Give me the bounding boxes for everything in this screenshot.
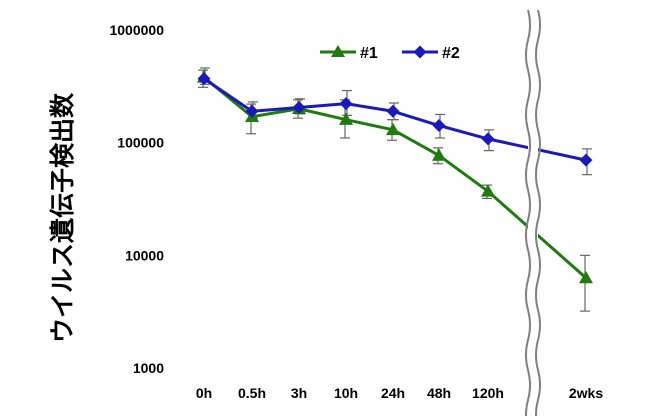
data-point-series-2 xyxy=(197,72,211,86)
legend: #1 #2 xyxy=(320,45,460,62)
series-line-1 xyxy=(203,76,587,280)
x-axis-ticks: 0h 0.5h 3h 10h 24h 48h 120h 2wks xyxy=(196,385,604,401)
x-tick-label: 0.5h xyxy=(238,385,266,401)
data-point-series-2 xyxy=(339,97,353,111)
data-point-series-2 xyxy=(432,119,446,133)
legend-label-series-1: #1 xyxy=(360,45,378,62)
data-point-series-2 xyxy=(292,101,306,115)
data-point-series-1 xyxy=(386,122,400,136)
legend-label-series-2: #2 xyxy=(442,45,460,62)
data-point-series-2 xyxy=(481,132,495,146)
x-tick-label: 3h xyxy=(291,385,307,401)
x-tick-label: 48h xyxy=(427,385,451,401)
data-point-series-1 xyxy=(432,148,446,161)
y-tick-label: 1000000 xyxy=(109,22,164,38)
y-tick-label: 10000 xyxy=(125,247,164,263)
y-tick-label: 100000 xyxy=(117,135,164,151)
x-tick-label: 0h xyxy=(196,385,212,401)
series-line-2 xyxy=(203,77,587,162)
legend-marker-triangle xyxy=(331,45,345,57)
y-axis-ticks: 1000 10000 100000 1000000 xyxy=(109,22,164,376)
y-axis-label: ウイルス遺伝子検出数 xyxy=(48,92,77,343)
data-point-series-1 xyxy=(339,112,353,125)
data-point-series-2 xyxy=(386,104,400,118)
x-tick-label: 2wks xyxy=(569,385,603,401)
data-point-series-2 xyxy=(579,153,593,167)
axis-break-gap xyxy=(528,8,538,416)
x-tick-label: 24h xyxy=(381,385,405,401)
axis-break-line xyxy=(525,9,531,416)
data-point-series-1 xyxy=(579,270,593,284)
plot-area xyxy=(197,67,593,312)
legend-marker-diamond xyxy=(413,45,427,59)
data-point-series-2 xyxy=(245,104,259,118)
y-tick-label: 1000 xyxy=(133,360,164,376)
data-point-series-1 xyxy=(481,184,495,197)
x-tick-label: 120h xyxy=(472,385,504,401)
axis-break-line xyxy=(535,9,541,416)
x-tick-label: 10h xyxy=(334,385,358,401)
axis-break xyxy=(525,8,541,416)
